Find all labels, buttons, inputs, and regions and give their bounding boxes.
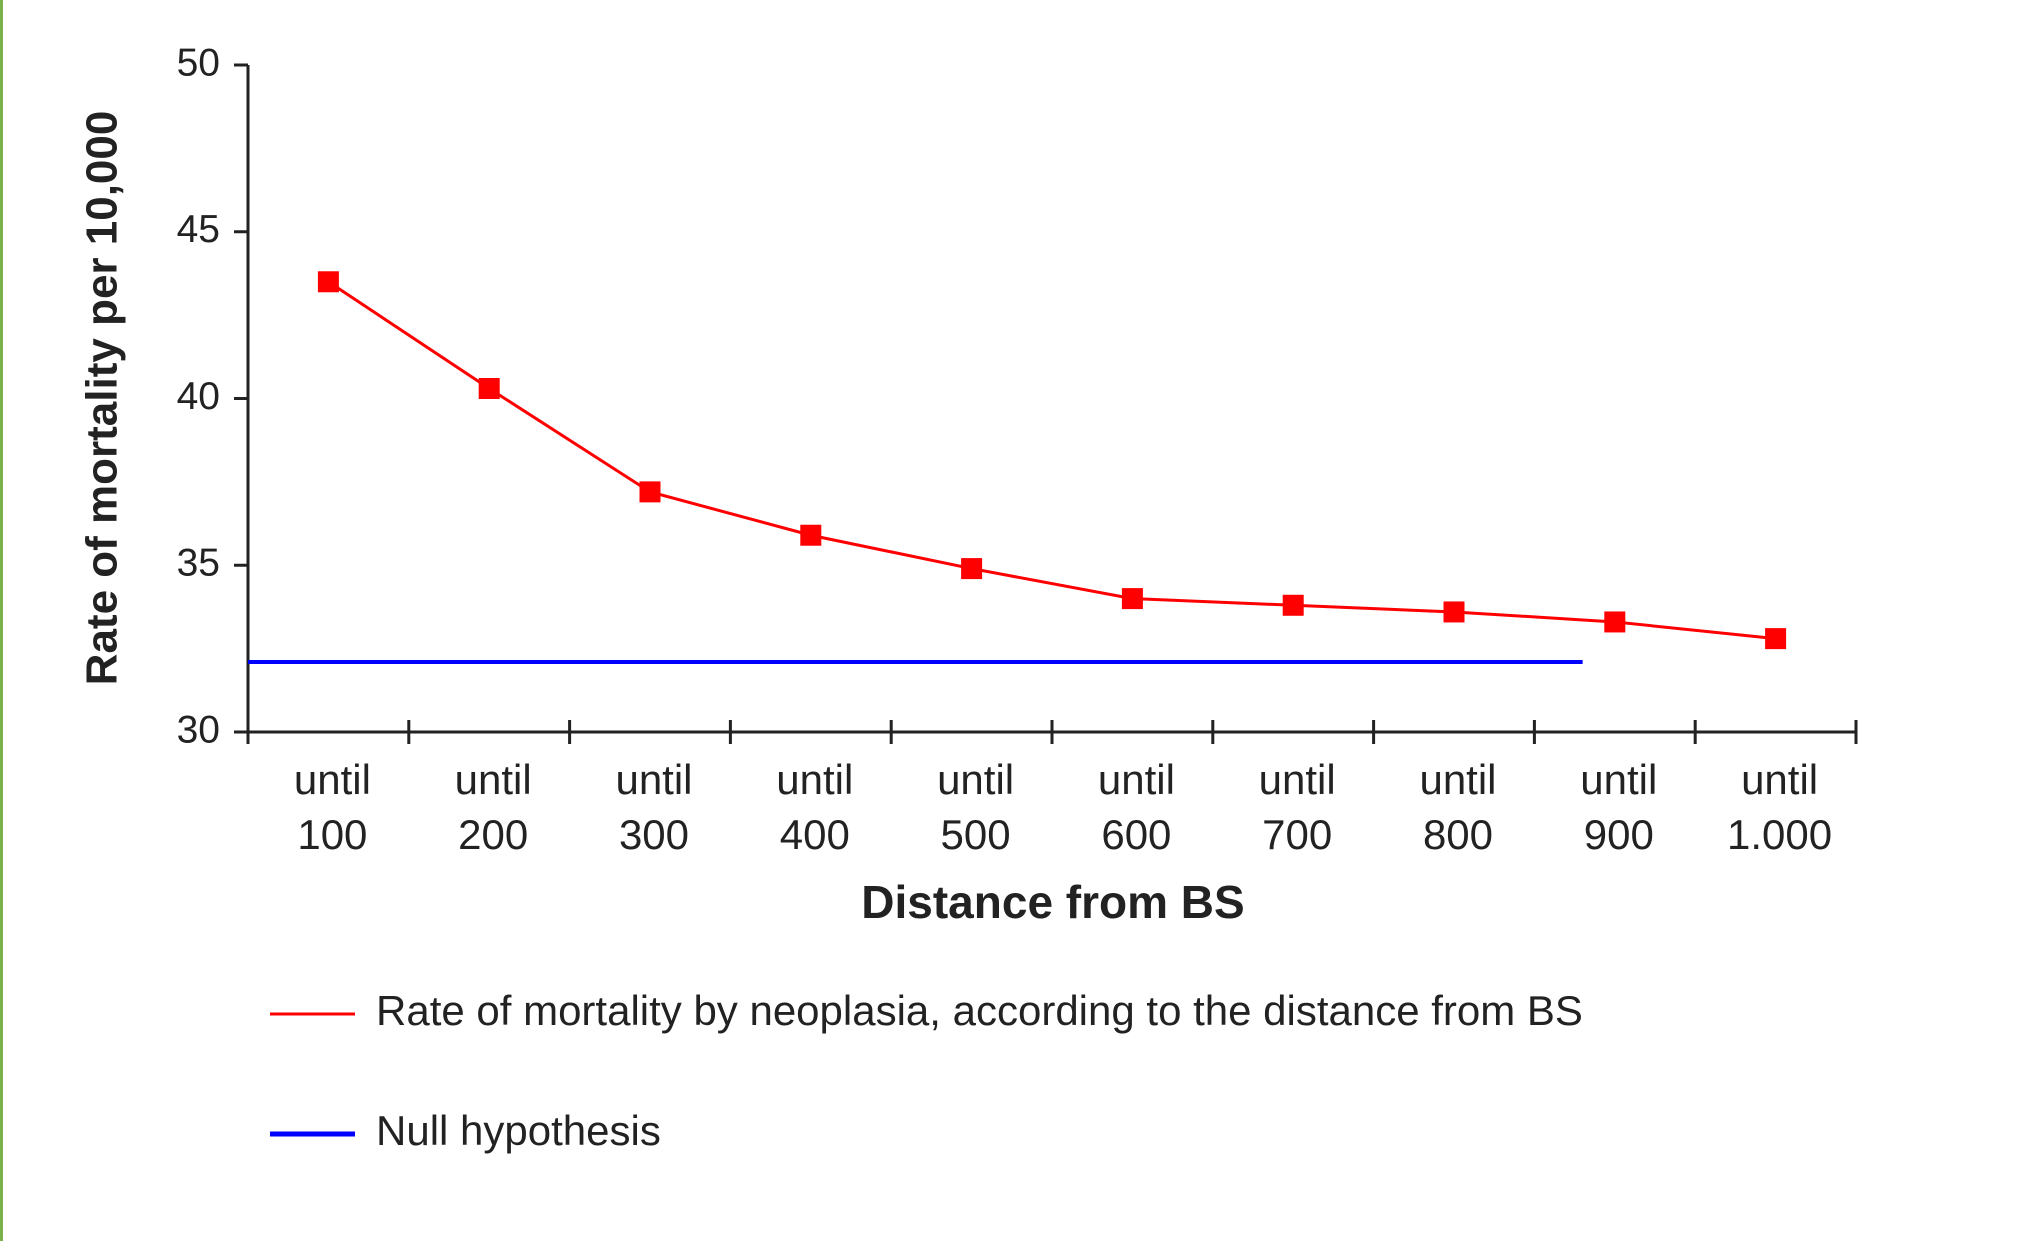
marker bbox=[1604, 611, 1626, 633]
series-line bbox=[327, 280, 1776, 641]
x-tick-label: until 500 bbox=[937, 756, 1015, 858]
marker bbox=[1121, 588, 1143, 610]
chart: Distance from BS Rate of mortality per 1… bbox=[78, 41, 1858, 1154]
marker bbox=[800, 524, 822, 546]
x-axis-label: Distance from BS bbox=[861, 876, 1244, 928]
y-tick-label: 50 bbox=[177, 41, 220, 84]
y-tick-label: 45 bbox=[177, 208, 220, 251]
marker bbox=[1765, 628, 1787, 650]
marker bbox=[639, 481, 661, 503]
x-tick-label: until 200 bbox=[454, 756, 532, 858]
y-tick-label: 40 bbox=[177, 375, 220, 418]
x-tick-label: until 400 bbox=[776, 756, 854, 858]
legend-label: Null hypothesis bbox=[376, 1107, 661, 1154]
y-tick-label: 35 bbox=[177, 542, 220, 585]
marker bbox=[478, 377, 500, 399]
x-tick-label: until 1.000 bbox=[1727, 756, 1833, 858]
marker bbox=[317, 271, 339, 293]
x-tick-label: until 700 bbox=[1258, 756, 1336, 858]
x-tick-label: until 600 bbox=[1097, 756, 1175, 858]
marker bbox=[1443, 601, 1465, 623]
marker bbox=[961, 558, 983, 580]
y-axis-label: Rate of mortality per 10,000 bbox=[78, 111, 127, 686]
x-tick-label: until 800 bbox=[1419, 756, 1497, 858]
x-tick-label: until 900 bbox=[1580, 756, 1658, 858]
y-tick-label: 30 bbox=[177, 708, 220, 751]
x-tick-label: until 100 bbox=[293, 756, 371, 858]
x-tick-label: until 300 bbox=[615, 756, 693, 858]
marker bbox=[1282, 594, 1304, 616]
legend-label: Rate of mortality by neoplasia, accordin… bbox=[376, 987, 1583, 1034]
